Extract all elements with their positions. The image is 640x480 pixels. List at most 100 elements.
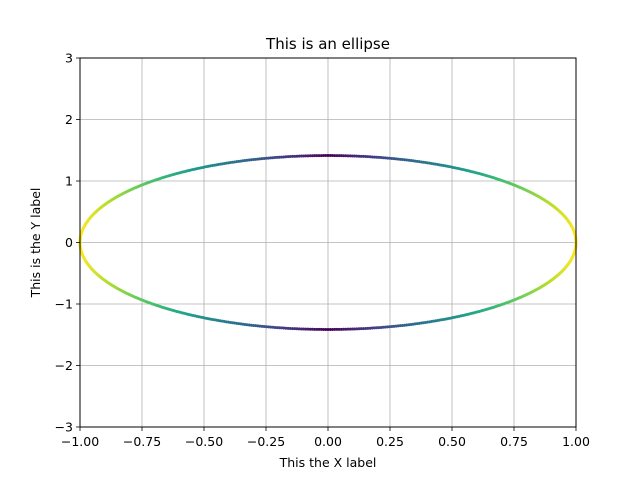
ellipse-point (372, 326, 376, 330)
ellipse-point (299, 154, 303, 158)
ellipse-point (328, 154, 332, 158)
x-axis-ticks: −1.00 −0.75 −0.50 −0.25 0.00 0.25 0.50 0.75 1.00 (61, 427, 590, 449)
ellipse-point (381, 325, 385, 329)
ellipse-point (304, 154, 308, 158)
ellipse-point (277, 326, 281, 330)
ellipse-point (280, 155, 284, 159)
x-tick-label: −0.50 (185, 434, 223, 449)
ellipse-point (379, 325, 383, 329)
y-tick-label: 1 (65, 174, 73, 189)
y-tick-label: −2 (55, 358, 73, 373)
ellipse-point (339, 154, 343, 158)
ellipse-point (368, 155, 372, 159)
ellipse-point (359, 154, 363, 158)
ellipse-point (275, 155, 279, 159)
ellipse-point (284, 326, 288, 330)
ellipse-point (353, 154, 357, 158)
ellipse-point (390, 325, 394, 329)
x-tick-label: 0.75 (500, 434, 528, 449)
ellipse-point (271, 156, 275, 160)
ellipse-point (295, 327, 299, 331)
ellipse-point (366, 155, 370, 159)
ellipse-point (342, 154, 346, 158)
ellipse-point (266, 325, 270, 329)
ellipse-point (333, 327, 337, 331)
ellipse-point (377, 326, 381, 330)
ellipse-point (364, 155, 368, 159)
x-tick-label: −0.75 (123, 434, 161, 449)
grid-lines (79, 57, 577, 428)
ellipse-point (366, 326, 370, 330)
ellipse-point (293, 327, 297, 331)
ellipse-point (306, 327, 310, 331)
ellipse-point (308, 154, 312, 158)
ellipse-point (324, 154, 328, 158)
ellipse-point (282, 155, 286, 159)
ellipse-point (370, 326, 374, 330)
ellipse-point (375, 326, 379, 330)
x-tick-label: −1.00 (61, 434, 99, 449)
ellipse-point (264, 156, 268, 160)
ellipse-point (317, 327, 321, 331)
ellipse-point (330, 327, 334, 331)
ellipse-point (262, 156, 266, 160)
y-tick-label: 0 (65, 235, 73, 250)
x-tick-label: 1.00 (562, 434, 590, 449)
ellipse-point (308, 327, 312, 331)
ellipse-point (344, 154, 348, 158)
ellipse-point (313, 154, 317, 158)
ellipse-point (388, 325, 392, 329)
ellipse-point (357, 154, 361, 158)
ellipse-point (350, 327, 354, 331)
y-tick-label: −1 (55, 297, 73, 312)
ellipse-point (324, 327, 328, 331)
ellipse-point (326, 154, 330, 158)
x-tick-label: 0.00 (314, 434, 342, 449)
ellipse-point (375, 155, 379, 159)
y-tick-label: 3 (65, 51, 73, 66)
ellipse-point (386, 325, 390, 329)
x-tick-label: 0.25 (376, 434, 404, 449)
ellipse-point (284, 155, 288, 159)
ellipse-point (288, 326, 292, 330)
ellipse-point (282, 326, 286, 330)
ellipse-point (383, 156, 387, 160)
ellipse-point (273, 325, 277, 329)
y-tick-label: 2 (65, 112, 73, 127)
x-tick-label: 0.50 (438, 434, 466, 449)
ellipse-point (269, 156, 273, 160)
ellipse-point (271, 325, 275, 329)
ellipse-point (322, 154, 326, 158)
ellipse-point (342, 327, 346, 331)
ellipse-point (335, 154, 339, 158)
ellipse-point (295, 154, 299, 158)
ellipse-point (355, 154, 359, 158)
ellipse-point (344, 327, 348, 331)
ellipse-point (269, 325, 273, 329)
ellipse-point (337, 327, 341, 331)
ellipse-point (392, 157, 396, 161)
ellipse-point (353, 327, 357, 331)
ellipse-point (361, 154, 365, 158)
chart-title: This is an ellipse (265, 35, 390, 53)
ellipse-point (291, 154, 295, 158)
ellipse-point (297, 327, 301, 331)
ellipse-point (313, 327, 317, 331)
ellipse-point (266, 156, 270, 160)
ellipse-point (368, 326, 372, 330)
ellipse-point (377, 155, 381, 159)
ellipse-point (306, 154, 310, 158)
ellipse-point (361, 327, 365, 331)
ellipse-point (277, 155, 281, 159)
ellipse-point (317, 154, 321, 158)
ellipse-point (346, 327, 350, 331)
ellipse-point (319, 154, 323, 158)
ellipse-point (275, 326, 279, 330)
ellipse-point (383, 325, 387, 329)
ellipse-point (302, 327, 306, 331)
ellipse-point (328, 327, 332, 331)
ellipse-point (364, 326, 368, 330)
ellipse-point (390, 156, 394, 160)
ellipse-point (288, 155, 292, 159)
